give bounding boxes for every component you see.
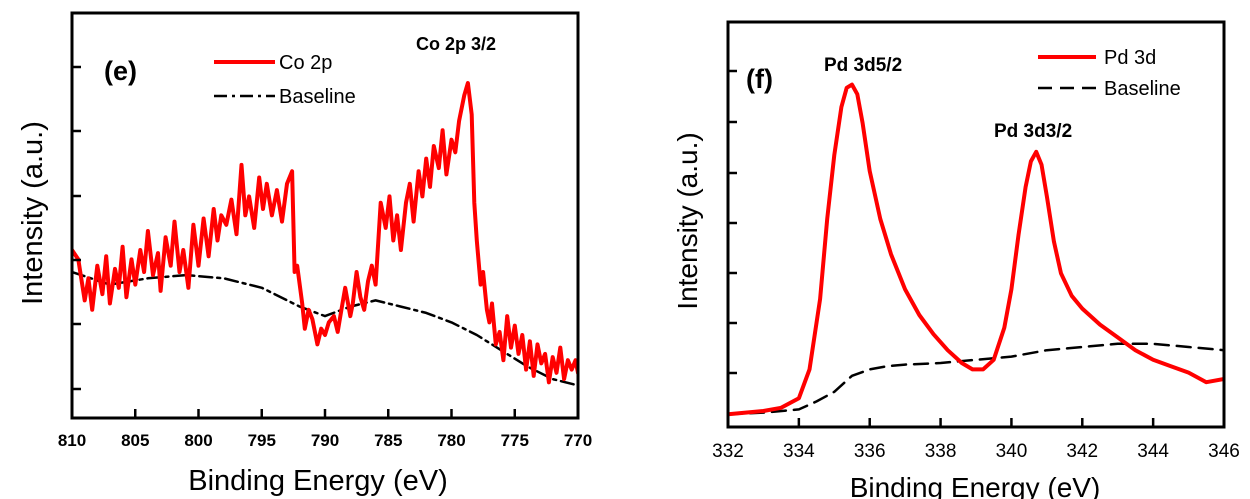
panel-e-legend-label-co2p: Co 2p <box>279 52 332 74</box>
panel-f-x-tick-label: 340 <box>996 441 1028 462</box>
panel-f-x-tick-label: 332 <box>712 441 744 462</box>
panel-e-x-tick-label: 770 <box>564 431 592 450</box>
panel-f-x-tick-label: 338 <box>925 441 957 462</box>
panel-e-x-tick-label: 780 <box>437 431 465 450</box>
panel-f-annotation-3d52: Pd 3d5/2 <box>824 55 902 76</box>
panel-f-x-tick-label: 342 <box>1066 441 1098 462</box>
panel-e-x-ticks: 810 805 800 795 790 785 780 775 770 <box>58 409 592 450</box>
panel-f-series-pd-3d <box>728 82 1224 417</box>
panel-e-x-tick-label: 800 <box>184 431 212 450</box>
panel-e-series-co-2p <box>72 81 578 385</box>
panel-e-x-tick-label: 775 <box>501 431 529 450</box>
panel-e-x-tick-label: 805 <box>121 431 149 450</box>
panel-f: 332 334 336 338 340 342 344 346 (f) Pd 3d5/2 Pd… <box>672 20 1240 499</box>
panel-e-x-tick-label: 810 <box>58 431 86 450</box>
panel-e-plot-area <box>72 81 578 387</box>
panel-e-legend-label-baseline: Baseline <box>279 86 356 108</box>
panel-f-x-tick-label: 346 <box>1208 441 1240 462</box>
panel-e-x-axis-label: Binding Energy (eV) <box>188 465 448 497</box>
panel-f-series-baseline <box>728 342 1224 416</box>
panel-f-plot-area <box>728 82 1224 417</box>
panel-f-y-ticks <box>728 69 737 375</box>
panel-e-label: (e) <box>104 56 137 86</box>
panel-f-legend: Pd 3d Baseline <box>1038 47 1181 100</box>
panel-e-annotation: Co 2p 3/2 <box>416 34 496 54</box>
panel-f-legend-label-baseline: Baseline <box>1104 78 1181 100</box>
panel-f-x-tick-label: 344 <box>1137 441 1169 462</box>
panel-f-y-axis-label: Intensity (a.u.) <box>672 132 703 309</box>
panel-e-x-tick-label: 790 <box>311 431 339 450</box>
panel-e: 810 805 800 795 790 785 780 775 770 (e) Co 2p 3/… <box>17 11 592 497</box>
panel-f-x-ticks: 332 334 336 338 340 342 344 346 <box>712 418 1240 462</box>
panel-e-y-axis-label: Intensity (a.u.) <box>17 121 49 305</box>
panel-f-legend-label-pd3d: Pd 3d <box>1104 47 1156 69</box>
panel-e-x-tick-label: 785 <box>374 431 402 450</box>
panel-f-frame <box>726 20 1226 429</box>
panel-f-x-tick-label: 334 <box>783 441 815 462</box>
panel-e-legend: Co 2p Baseline <box>214 52 356 108</box>
panel-f-x-axis-label: Binding Energy (eV) <box>850 472 1101 499</box>
panel-f-x-tick-label: 336 <box>854 441 886 462</box>
panel-f-label: (f) <box>746 64 773 94</box>
panel-e-y-ticks <box>72 65 81 391</box>
panel-f-annotation-3d32: Pd 3d3/2 <box>994 121 1072 142</box>
panel-e-x-tick-label: 795 <box>248 431 276 450</box>
